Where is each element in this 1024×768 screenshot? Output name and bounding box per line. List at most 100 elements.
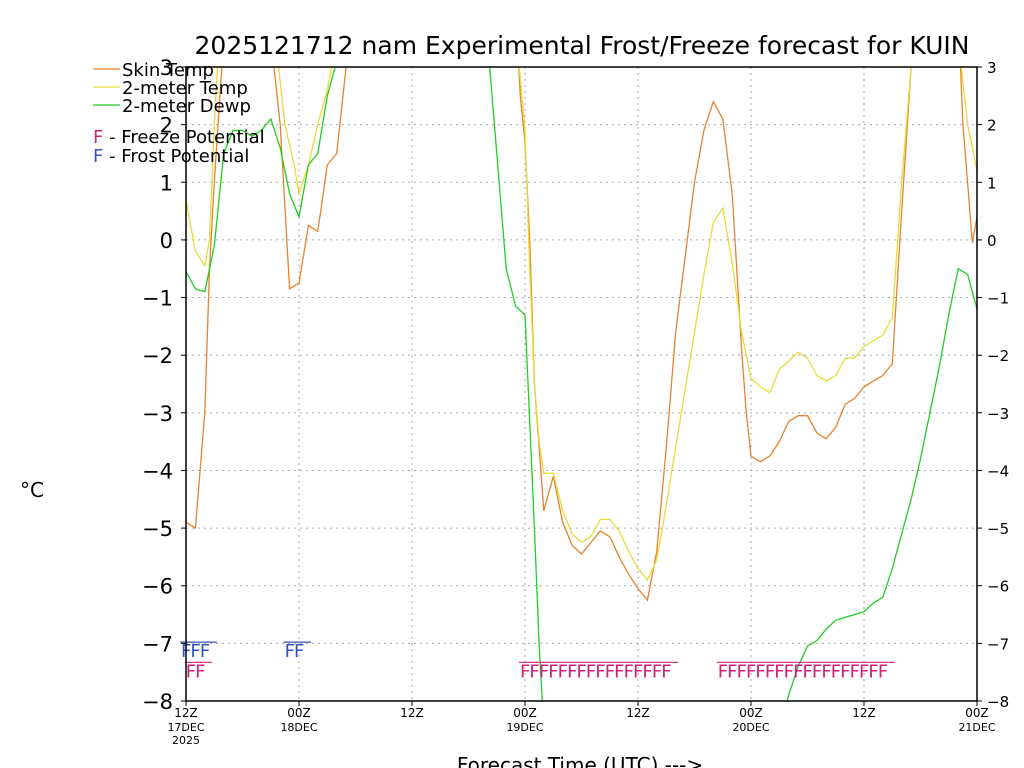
- y-tick-label-left: −8: [142, 690, 173, 714]
- y-tick-label-left: −6: [142, 575, 173, 599]
- x-tick-sublabel: 21DEC: [958, 721, 995, 734]
- y-axis-label: °C: [20, 478, 44, 502]
- freeze-marker: F: [652, 661, 662, 682]
- freeze-marker: F: [727, 661, 737, 682]
- y-tick-label-left: −2: [142, 344, 173, 368]
- x-tick-sublabel: 2025: [172, 734, 200, 747]
- freeze-marker: F: [718, 661, 728, 682]
- y-tick-label-left: −4: [142, 459, 173, 483]
- y-tick-label-right: −5: [987, 520, 1009, 538]
- x-tick-label: 00Z: [739, 706, 763, 720]
- y-tick-label-right: −8: [987, 693, 1009, 711]
- y-tick-label-right: −2: [987, 347, 1009, 365]
- frost-marker: F: [294, 641, 304, 662]
- x-tick-sublabel: 19DEC: [506, 721, 543, 734]
- legend-label: Skin Temp: [122, 60, 214, 81]
- y-tick-label-left: 3: [160, 56, 173, 80]
- freeze-marker: F: [595, 661, 605, 682]
- freeze-marker: F: [633, 661, 643, 682]
- freeze-marker: F: [765, 661, 775, 682]
- y-tick-label-right: −4: [987, 462, 1009, 480]
- freeze-marker: F: [661, 661, 671, 682]
- y-tick-label-left: −5: [142, 517, 173, 541]
- freeze-marker: F: [605, 661, 615, 682]
- freeze-marker: F: [793, 661, 803, 682]
- y-tick-label-right: 2: [987, 117, 997, 135]
- freeze-marker: F: [850, 661, 860, 682]
- freeze-marker: F: [586, 661, 596, 682]
- freeze-marker: F: [784, 661, 794, 682]
- freeze-marker: F: [186, 661, 196, 682]
- freeze-marker: F: [755, 661, 765, 682]
- y-axis-ticks: −8 −8 −7 −7 −6 −6 −5 −5 −4 −4 −3 −3 −2 −2 −1 −1 0 0 1 1 2 2 3 3: [142, 56, 1009, 714]
- y-tick-label-left: −3: [142, 402, 173, 426]
- x-tick-label: 12Z: [852, 706, 876, 720]
- frost-marker: F: [190, 641, 200, 662]
- series-line-1: [186, 67, 977, 602]
- y-tick-label-left: −1: [142, 287, 173, 311]
- freeze-marker: F: [812, 661, 822, 682]
- freeze-marker: F: [803, 661, 813, 682]
- x-tick-label: 12Z: [400, 706, 424, 720]
- freeze-marker: F: [859, 661, 869, 682]
- grid-lines: [186, 67, 977, 701]
- chart-title: 2025121712 nam Experimental Frost/Freeze…: [195, 31, 970, 60]
- x-axis-label: Forecast Time (UTC) --->: [457, 753, 703, 768]
- potential-legend-letter: F: [93, 127, 103, 148]
- freeze-marker: F: [548, 661, 558, 682]
- y-tick-label-left: 0: [160, 229, 173, 253]
- series-line-3: [186, 67, 977, 701]
- freeze-marker: F: [737, 661, 747, 682]
- freeze-marker: F: [195, 661, 205, 682]
- frost-marker: F: [285, 641, 295, 662]
- frost-marker: F: [200, 641, 210, 662]
- y-tick-label-right: 0: [987, 232, 997, 250]
- freeze-marker: F: [821, 661, 831, 682]
- y-tick-label-left: −7: [142, 632, 173, 656]
- y-tick-label-right: −1: [987, 290, 1009, 308]
- plot-frame: [185, 66, 978, 702]
- x-tick-label: 00Z: [965, 706, 989, 720]
- x-tick-sublabel: 20DEC: [732, 721, 769, 734]
- y-tick-label-right: 3: [987, 59, 997, 77]
- freeze-marker: F: [642, 661, 652, 682]
- potential-legend-entry: F - Frost Potential: [93, 146, 249, 167]
- legend-label: 2-meter Temp: [122, 78, 248, 99]
- y-tick-label-left: 1: [160, 171, 173, 195]
- freeze-marker: F: [878, 661, 888, 682]
- freeze-marker: F: [868, 661, 878, 682]
- y-tick-label-right: −3: [987, 405, 1009, 423]
- potential-legend-label: - Freeze Potential: [103, 127, 264, 148]
- y-tick-label-right: −7: [987, 635, 1009, 653]
- freeze-marker: F: [577, 661, 587, 682]
- freeze-marker: F: [831, 661, 841, 682]
- x-tick-label: 00Z: [513, 706, 537, 720]
- freeze-marker: F: [567, 661, 577, 682]
- x-tick-label: 12Z: [174, 706, 198, 720]
- freeze-marker: F: [520, 661, 530, 682]
- freeze-marker: F: [774, 661, 784, 682]
- freeze-marker: F: [539, 661, 549, 682]
- potential-marks: F F F F FF F F F F F F F F F F F F F F F F F F F F F F F F F F F F F F F F F F…: [180, 641, 895, 682]
- y-tick-label-right: −6: [987, 578, 1009, 596]
- y-tick-label-right: 1: [987, 174, 997, 192]
- freeze-marker: F: [840, 661, 850, 682]
- potential-legend-entry: F - Freeze Potential: [93, 127, 265, 148]
- freeze-marker: F: [624, 661, 634, 682]
- potential-legend-label: - Frost Potential: [103, 146, 249, 167]
- legend-label: 2-meter Dewp: [122, 96, 251, 117]
- y-tick-label-left: 2: [160, 114, 173, 138]
- potential-legend-letter: F: [93, 146, 103, 167]
- x-tick-label: 12Z: [626, 706, 650, 720]
- x-tick-label: 00Z: [287, 706, 311, 720]
- freeze-marker: F: [746, 661, 756, 682]
- freeze-marker: F: [558, 661, 568, 682]
- series-lines: [186, 67, 977, 701]
- series-line-2: [186, 67, 977, 582]
- x-tick-sublabel: 17DEC: [167, 721, 204, 734]
- x-tick-sublabel: 18DEC: [280, 721, 317, 734]
- freeze-marker: F: [614, 661, 624, 682]
